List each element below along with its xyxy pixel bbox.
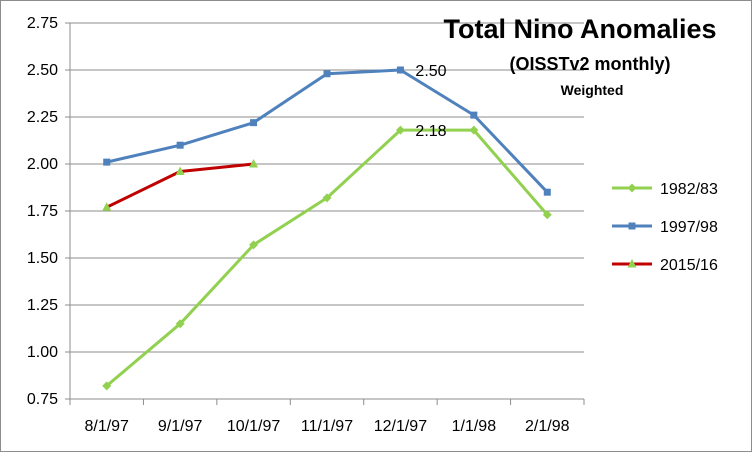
legend-marker	[628, 222, 636, 230]
data-point	[470, 111, 478, 119]
legend-marker	[627, 259, 637, 268]
x-tick-label: 11/1/97	[301, 418, 353, 435]
data-point	[250, 119, 258, 127]
data-point	[175, 319, 185, 329]
data-point	[175, 166, 185, 176]
legend-label: 2015/16	[660, 257, 718, 274]
x-tick-label: 12/1/97	[374, 418, 427, 435]
y-tick-labels: 0.75 1.00 1.25 1.50 1.75 2.00 2.25 2.50 2.75	[27, 15, 58, 408]
legend-item: 1982/83	[612, 181, 718, 198]
series-1997-98	[103, 66, 551, 196]
data-point	[322, 193, 332, 203]
data-point	[469, 125, 479, 135]
y-tick-label: 1.25	[27, 297, 58, 314]
data-point	[542, 210, 552, 220]
y-tick-label: 0.75	[27, 391, 58, 408]
series-2015-16	[102, 159, 259, 211]
data-label: 2.50	[415, 63, 446, 80]
x-tick-label: 2/1/98	[525, 418, 570, 435]
legend-item: 2015/16	[612, 257, 718, 274]
data-point	[395, 125, 405, 135]
legend: 1982/83 1997/98 2015/16	[612, 181, 718, 274]
data-point	[323, 70, 331, 78]
legend-label: 1997/98	[660, 219, 718, 236]
data-point	[102, 381, 112, 391]
data-label: 2.18	[415, 123, 446, 140]
data-point	[103, 158, 111, 166]
chart-title: Total Nino Anomalies	[443, 14, 716, 44]
chart-subtitle: (OISSTv2 monthly)	[509, 54, 670, 74]
data-point	[249, 159, 259, 168]
data-labels: 2.50 2.18	[415, 63, 446, 140]
data-point	[102, 202, 112, 211]
y-tick-label: 2.75	[27, 15, 58, 32]
x-tick-label: 1/1/98	[452, 418, 497, 435]
x-tick-labels: 8/1/97 9/1/97 10/1/97 11/1/97 12/1/97 1/1/98 2…	[84, 418, 569, 435]
axes	[65, 22, 585, 405]
y-tick-label: 1.75	[27, 203, 58, 220]
data-point	[396, 66, 404, 74]
series-group	[102, 66, 552, 391]
data-point	[543, 188, 551, 196]
legend-label: 1982/83	[660, 181, 718, 198]
y-tick-label: 2.00	[27, 156, 58, 173]
y-tick-label: 1.00	[27, 344, 58, 361]
y-tick-label: 2.25	[27, 109, 58, 126]
x-tick-label: 8/1/97	[84, 418, 129, 435]
series-1982-83	[102, 125, 552, 391]
x-tick-label: 9/1/97	[158, 418, 203, 435]
data-point	[176, 141, 184, 149]
y-tick-label: 2.50	[27, 62, 58, 79]
y-tick-label: 1.50	[27, 250, 58, 267]
chart-subtitle-weighted: Weighted	[561, 82, 624, 98]
x-tick-label: 10/1/97	[227, 418, 280, 435]
legend-item: 1997/98	[612, 219, 718, 236]
data-point	[249, 240, 259, 250]
legend-marker	[627, 183, 637, 193]
